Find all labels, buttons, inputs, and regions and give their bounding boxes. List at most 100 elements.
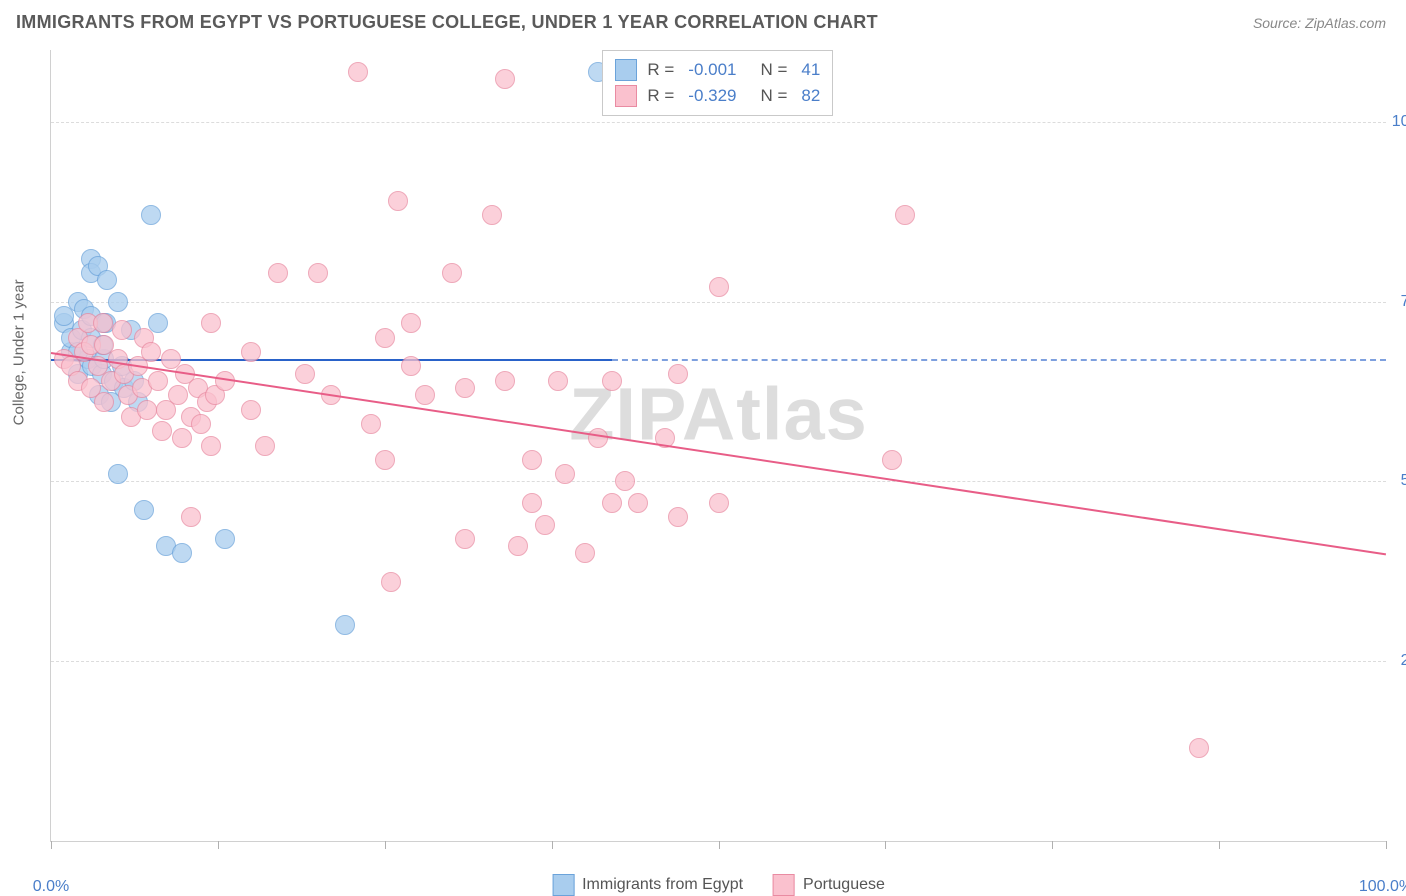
data-point-portuguese: [522, 493, 542, 513]
legend-label: Portuguese: [803, 876, 885, 894]
data-point-portuguese: [455, 529, 475, 549]
data-point-egypt: [172, 543, 192, 563]
y-tick-label: 75.0%: [1401, 293, 1406, 311]
data-point-portuguese: [522, 450, 542, 470]
data-point-portuguese: [548, 371, 568, 391]
data-point-portuguese: [141, 342, 161, 362]
stats-legend: R = -0.001 N = 41 R = -0.329 N = 82: [602, 50, 833, 116]
data-point-portuguese: [348, 62, 368, 82]
x-tick-label: 100.0%: [1359, 878, 1406, 896]
data-point-portuguese: [361, 414, 381, 434]
gridline-h: [51, 481, 1386, 482]
data-point-portuguese: [615, 471, 635, 491]
y-axis-label: College, Under 1 year: [11, 279, 28, 425]
data-point-portuguese: [94, 392, 114, 412]
data-point-portuguese: [709, 493, 729, 513]
data-point-portuguese: [442, 263, 462, 283]
gridline-h: [51, 661, 1386, 662]
r-value: -0.329: [688, 86, 736, 106]
n-value: 41: [801, 60, 820, 80]
legend-swatch-icon: [773, 874, 795, 896]
data-point-egypt: [108, 464, 128, 484]
r-value: -0.001: [688, 60, 736, 80]
title-bar: IMMIGRANTS FROM EGYPT VS PORTUGUESE COLL…: [0, 0, 1406, 41]
data-point-egypt: [335, 615, 355, 635]
data-point-portuguese: [148, 371, 168, 391]
data-point-portuguese: [495, 371, 515, 391]
data-point-portuguese: [201, 313, 221, 333]
data-point-portuguese: [93, 313, 113, 333]
x-tick: [51, 841, 52, 849]
x-tick: [552, 841, 553, 849]
stats-row-egypt: R = -0.001 N = 41: [615, 57, 820, 83]
data-point-portuguese: [508, 536, 528, 556]
data-point-portuguese: [152, 421, 172, 441]
data-point-portuguese: [535, 515, 555, 535]
data-point-portuguese: [415, 385, 435, 405]
data-point-portuguese: [295, 364, 315, 384]
data-point-portuguese: [181, 507, 201, 527]
data-point-portuguese: [137, 400, 157, 420]
legend-item-egypt: Immigrants from Egypt: [552, 874, 743, 896]
y-tick-label: 100.0%: [1392, 113, 1406, 131]
data-point-portuguese: [602, 371, 622, 391]
series-legend: Immigrants from Egypt Portuguese: [552, 874, 885, 896]
data-point-portuguese: [255, 436, 275, 456]
y-tick-label: 25.0%: [1401, 652, 1406, 670]
data-point-portuguese: [668, 364, 688, 384]
legend-swatch-icon: [615, 59, 637, 81]
legend-item-portuguese: Portuguese: [773, 874, 885, 896]
x-tick: [385, 841, 386, 849]
data-point-egypt: [108, 292, 128, 312]
regression-extension-egypt: [612, 359, 1386, 361]
data-point-portuguese: [495, 69, 515, 89]
data-point-egypt: [141, 205, 161, 225]
r-label: R =: [647, 60, 674, 80]
x-tick: [1052, 841, 1053, 849]
chart-title: IMMIGRANTS FROM EGYPT VS PORTUGUESE COLL…: [16, 12, 878, 33]
data-point-portuguese: [401, 313, 421, 333]
data-point-portuguese: [375, 328, 395, 348]
data-point-portuguese: [482, 205, 502, 225]
x-tick: [885, 841, 886, 849]
data-point-portuguese: [308, 263, 328, 283]
data-point-portuguese: [882, 450, 902, 470]
source-attribution: Source: ZipAtlas.com: [1253, 15, 1386, 31]
data-point-portuguese: [668, 507, 688, 527]
data-point-portuguese: [602, 493, 622, 513]
data-point-portuguese: [628, 493, 648, 513]
stats-row-portuguese: R = -0.329 N = 82: [615, 83, 820, 109]
plot-area: 25.0%50.0%75.0%100.0%0.0%100.0%: [51, 50, 1386, 841]
chart-plot: College, Under 1 year ZIPAtlas 25.0%50.0…: [50, 50, 1386, 842]
x-tick: [218, 841, 219, 849]
x-tick: [719, 841, 720, 849]
data-point-portuguese: [555, 464, 575, 484]
n-label: N =: [760, 60, 787, 80]
data-point-portuguese: [401, 356, 421, 376]
data-point-portuguese: [588, 428, 608, 448]
data-point-portuguese: [201, 436, 221, 456]
n-value: 82: [801, 86, 820, 106]
data-point-portuguese: [1189, 738, 1209, 758]
r-label: R =: [647, 86, 674, 106]
data-point-egypt: [134, 500, 154, 520]
data-point-portuguese: [388, 191, 408, 211]
data-point-portuguese: [575, 543, 595, 563]
data-point-portuguese: [709, 277, 729, 297]
data-point-portuguese: [241, 400, 261, 420]
data-point-portuguese: [268, 263, 288, 283]
data-point-portuguese: [191, 414, 211, 434]
data-point-portuguese: [172, 428, 192, 448]
n-label: N =: [760, 86, 787, 106]
legend-swatch-icon: [552, 874, 574, 896]
data-point-portuguese: [112, 320, 132, 340]
x-tick-label: 0.0%: [33, 878, 69, 896]
gridline-h: [51, 302, 1386, 303]
data-point-egypt: [215, 529, 235, 549]
data-point-portuguese: [895, 205, 915, 225]
data-point-portuguese: [381, 572, 401, 592]
data-point-portuguese: [375, 450, 395, 470]
legend-swatch-icon: [615, 85, 637, 107]
gridline-h: [51, 122, 1386, 123]
legend-label: Immigrants from Egypt: [582, 876, 743, 894]
